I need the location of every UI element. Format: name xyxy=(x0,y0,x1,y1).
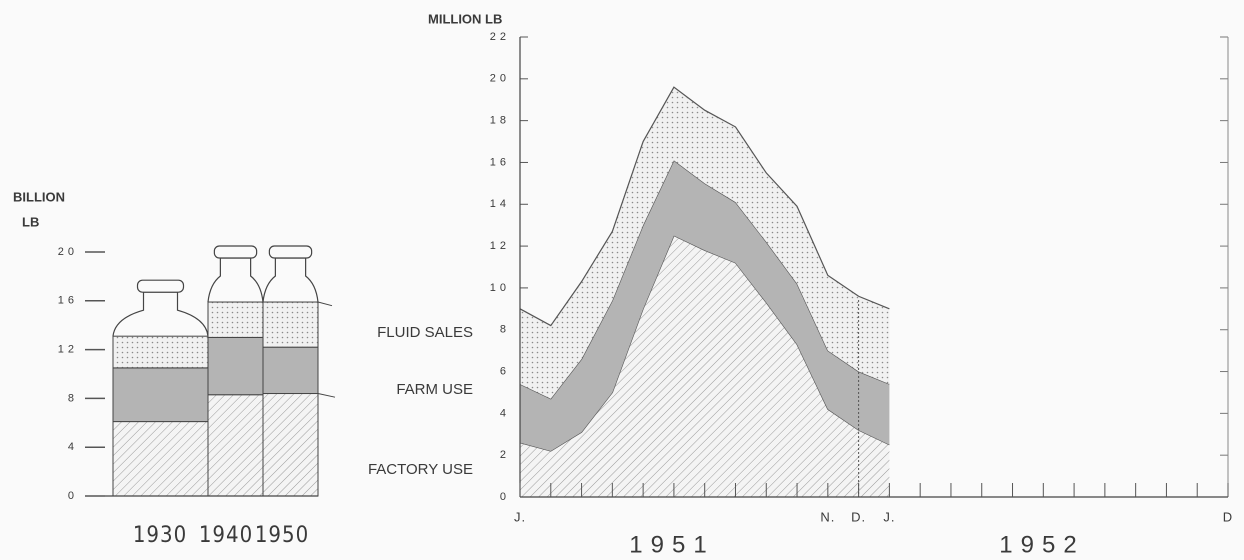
x-tick-label: 1940 xyxy=(199,523,253,548)
bottle-neck xyxy=(208,258,263,302)
y-tick-label: 20 xyxy=(58,246,78,258)
leader xyxy=(318,394,335,398)
series-label: FARM USE xyxy=(396,381,473,398)
y-tick-label: 20 xyxy=(490,73,510,85)
y-tick-label: 16 xyxy=(490,156,510,168)
y-tick-label: 10 xyxy=(490,282,510,294)
y-tick-label: 0 xyxy=(500,491,510,503)
bar-segment xyxy=(113,422,208,496)
leader xyxy=(318,302,332,306)
y-tick-label: 12 xyxy=(58,344,78,356)
bar-segment xyxy=(263,302,318,347)
y-tick-label: 16 xyxy=(58,295,78,307)
bottle-neck xyxy=(113,292,208,336)
bar-segment xyxy=(208,395,263,496)
y-tick-label: 6 xyxy=(500,365,510,377)
y-tick-label: 4 xyxy=(68,441,78,453)
x-tick-label: N. xyxy=(820,509,835,524)
series-label: FACTORY USE xyxy=(368,461,473,478)
x-tick-label: 1930 xyxy=(133,523,187,548)
x-tick-label: D xyxy=(1223,509,1233,524)
y-axis-label: LB xyxy=(22,214,39,229)
y-tick-label: 8 xyxy=(500,324,510,336)
bar-segment xyxy=(113,336,208,368)
y-tick-label: 8 xyxy=(68,392,78,404)
bar-segment xyxy=(208,337,263,394)
year-label: 1952 xyxy=(999,531,1084,558)
bottle-cap xyxy=(138,280,184,292)
bar-segment xyxy=(208,302,263,337)
x-tick-label: J. xyxy=(514,509,526,524)
y-tick-label: 4 xyxy=(500,407,510,419)
y-axis-title: MILLION LB xyxy=(428,11,502,26)
y-tick-label: 22 xyxy=(490,31,510,43)
area-chart: MILLION LB 0 2 4 6 8 10 12 14 16 18 20 22 J. N. D. J. D 19… xyxy=(428,11,1233,558)
bar-segment xyxy=(263,394,318,496)
bottle-neck xyxy=(263,258,318,302)
year-label: 1951 xyxy=(629,531,714,558)
y-tick-label: 12 xyxy=(490,240,510,252)
bar-segment xyxy=(113,368,208,422)
y-tick-label: 2 xyxy=(500,449,510,461)
y-tick-label: 18 xyxy=(490,115,510,127)
figure: BILLIONLB048121620193019401950FACTORY US… xyxy=(0,0,1244,560)
bottle-cap xyxy=(269,246,311,258)
y-tick-label: 0 xyxy=(68,490,78,502)
y-axis-label: BILLION xyxy=(13,189,65,204)
bar-segment xyxy=(263,347,318,393)
x-tick-label: 1950 xyxy=(255,523,309,548)
y-tick-label: 14 xyxy=(490,198,510,210)
x-tick-label: D. xyxy=(851,509,866,524)
bottle-cap xyxy=(214,246,256,258)
x-tick-label: J. xyxy=(883,509,895,524)
series-label: FLUID SALES xyxy=(377,324,473,341)
